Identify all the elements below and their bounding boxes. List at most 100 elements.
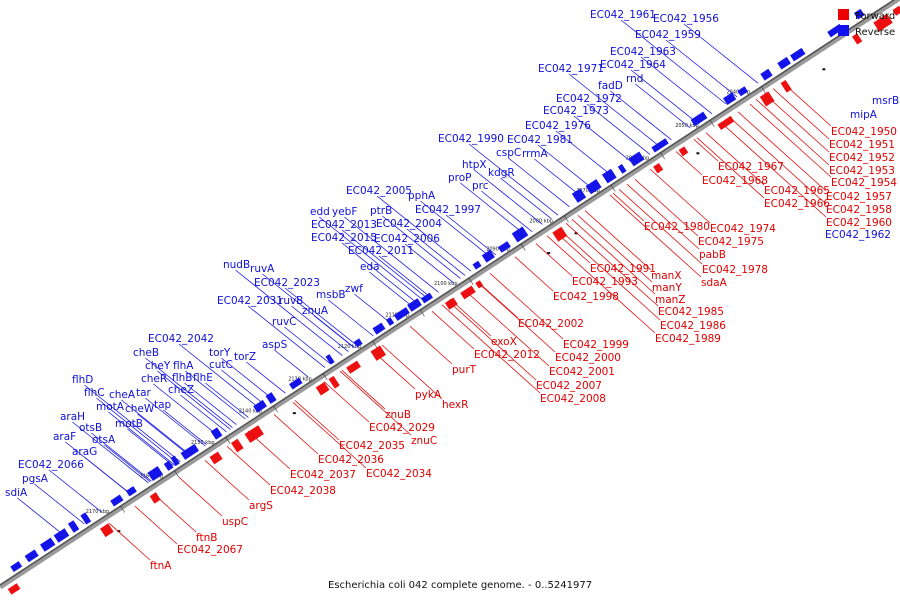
gene-label[interactable]: EC042_2007 [536,380,602,392]
gene-label[interactable]: rnd [626,73,643,85]
gene-label[interactable]: htpX [462,159,487,171]
gene-label[interactable]: cheR [141,373,167,385]
gene-label[interactable]: cutC [209,359,233,371]
reverse-gene[interactable] [163,460,174,471]
gene-label[interactable]: proP [448,172,472,184]
gene-label[interactable]: EC042_1981 [507,134,573,146]
reverse-gene[interactable] [289,377,303,390]
gene-label[interactable]: znuB [385,409,411,421]
gene-label[interactable]: cspC [496,147,521,159]
gene-label[interactable]: pykA [415,389,442,401]
gene-label[interactable]: EC042_1986 [660,320,726,332]
gene-label[interactable]: cheW [125,403,155,415]
gene-label[interactable]: zwf [345,283,363,295]
reverse-gene[interactable] [497,241,511,253]
reverse-gene[interactable] [40,537,56,552]
forward-gene[interactable] [370,345,387,361]
gene-label[interactable]: EC042_2035 [339,440,405,452]
gene-label[interactable]: argS [249,500,273,512]
gene-label[interactable]: EC042_1993 [572,276,638,288]
gene-label[interactable]: uspC [222,516,248,528]
gene-label[interactable]: cheA [109,389,136,401]
reverse-gene[interactable] [511,226,529,243]
reverse-gene[interactable] [385,317,395,326]
reverse-gene[interactable] [393,307,410,321]
gene-label[interactable]: EC042_1974 [710,223,776,235]
gene-label[interactable]: EC042_2002 [518,318,584,330]
gene-label[interactable]: EC042_2013 [311,219,377,231]
gene-label[interactable]: EC042_2031 [217,295,283,307]
reverse-gene[interactable] [651,138,669,153]
gene-label[interactable]: EC042_1962 [825,229,891,241]
gene-label[interactable]: araG [72,446,97,458]
gene-label[interactable]: EC042_1990 [438,133,504,145]
gene-label[interactable]: EC042_1961 [590,9,656,21]
forward-gene[interactable] [552,226,568,242]
gene-label[interactable]: mipA [850,109,878,121]
gene-label[interactable]: EC042_1975 [698,236,764,248]
gene-label[interactable]: EC042_1973 [543,105,609,117]
reverse-gene[interactable] [253,399,267,413]
forward-gene[interactable] [100,523,114,538]
gene-label[interactable]: EC042_1957 [826,191,892,203]
gene-label[interactable]: EC042_1972 [556,93,622,105]
gene-label[interactable]: manZ [655,294,686,306]
reverse-gene[interactable] [407,298,422,312]
gene-label[interactable]: hexR [442,399,468,411]
gene-label[interactable]: EC042_1960 [826,217,892,229]
gene-label[interactable]: EC042_1954 [831,177,897,189]
gene-label[interactable]: sdiA [5,487,28,499]
gene-label[interactable]: EC042_2001 [549,366,615,378]
gene-label[interactable]: EC042_2004 [376,218,442,230]
forward-gene[interactable] [460,285,476,300]
forward-gene[interactable] [149,492,161,504]
gene-label[interactable]: EC042_1964 [600,59,666,71]
reverse-gene[interactable] [10,561,23,573]
gene-label[interactable]: EC042_2036 [318,454,384,466]
gene-label[interactable]: torY [209,347,231,359]
gene-label[interactable]: pgsA [22,473,49,485]
gene-label[interactable]: EC042_1956 [653,13,719,25]
forward-gene[interactable] [892,5,900,16]
gene-label[interactable]: EC042_2012 [474,349,540,361]
gene-label[interactable]: manX [651,270,682,282]
reverse-gene[interactable] [760,68,773,81]
reverse-gene[interactable] [147,466,164,481]
forward-gene[interactable] [717,115,735,131]
gene-label[interactable]: EC042_1959 [635,29,701,41]
gene-label[interactable]: flhC [84,387,105,399]
gene-label[interactable]: EC042_2015 [311,232,377,244]
gene-label[interactable]: cheY [145,360,171,372]
gene-label[interactable]: EC042_1950 [831,126,897,138]
forward-gene[interactable] [315,381,330,396]
gene-label[interactable]: pabB [699,249,726,261]
gene-label[interactable]: EC042_2038 [270,485,336,497]
forward-gene[interactable] [346,360,361,374]
reverse-gene[interactable] [690,111,708,127]
gene-label[interactable]: EC042_1965 [764,185,830,197]
gene-label[interactable]: ftnB [196,532,218,544]
gene-label[interactable]: EC042_1967 [718,161,784,173]
gene-label[interactable]: EC042_2029 [369,422,435,434]
gene-label[interactable]: flhE [193,372,213,384]
gene-label[interactable]: EC042_1998 [553,291,619,303]
gene-label[interactable]: nudB [223,259,250,271]
gene-label[interactable]: ftnA [150,560,172,572]
reverse-gene[interactable] [24,549,39,563]
reverse-gene[interactable] [790,47,806,62]
gene-label[interactable]: ptrB [370,205,392,217]
forward-gene[interactable] [230,438,244,453]
gene-label[interactable]: fadD [598,80,623,92]
gene-label[interactable]: EC042_2000 [555,352,621,364]
gene-label[interactable]: motB [115,418,143,430]
gene-label[interactable]: pphA [408,190,436,202]
gene-label[interactable]: EC042_1999 [563,339,629,351]
gene-label[interactable]: tap [154,399,172,411]
forward-gene[interactable] [653,162,664,174]
gene-label[interactable]: EC042_1958 [826,204,892,216]
gene-label[interactable]: sdaA [701,277,728,289]
gene-label[interactable]: manY [652,282,682,294]
gene-label[interactable]: eda [360,261,380,273]
gene-label[interactable]: flhA [173,360,194,372]
reverse-gene[interactable] [777,56,791,70]
